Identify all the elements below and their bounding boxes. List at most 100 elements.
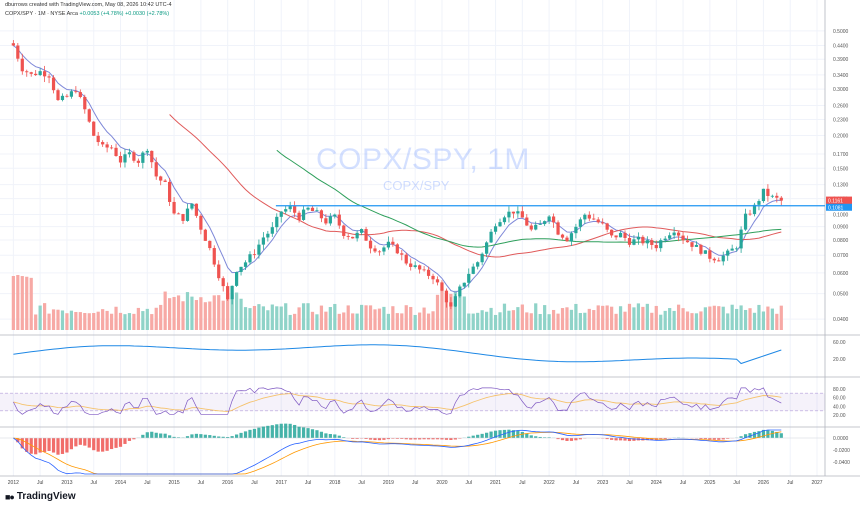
y-tick-label: 0.1000 xyxy=(833,213,849,219)
macd-histogram-bar xyxy=(288,423,292,438)
volume-bar xyxy=(315,314,319,330)
macd-histogram-bar xyxy=(627,438,632,442)
macd-histogram-bar xyxy=(507,429,511,438)
rsi-line xyxy=(13,387,782,415)
volume-bar xyxy=(440,289,444,330)
volume-bar xyxy=(592,310,596,330)
tradingview-logo[interactable]: ■● TradingView xyxy=(5,491,76,502)
macd-histogram-bar xyxy=(315,430,319,438)
macd-histogram-bar xyxy=(208,435,212,438)
candle-body xyxy=(560,234,565,238)
volume-bar xyxy=(449,293,453,330)
x-tick-label: 2027 xyxy=(811,480,822,486)
macd-tick-label: -0.0400 xyxy=(833,460,850,466)
macd-histogram-bar xyxy=(538,436,542,438)
macd-histogram-bar xyxy=(699,438,703,440)
candle-body xyxy=(194,203,199,216)
volume-bar xyxy=(16,274,20,330)
candle-body xyxy=(306,207,310,210)
x-tick-label: 2016 xyxy=(222,480,233,486)
volume-bar xyxy=(574,303,578,330)
grid-lines xyxy=(0,0,825,476)
macd-histogram-bar xyxy=(368,438,373,440)
macd-histogram-bar xyxy=(38,438,42,453)
price-axis[interactable]: 0.5000 0.4400 0.3900 0.3400 0.3000 0.2600 0.23… xyxy=(833,29,849,323)
candle-body xyxy=(342,225,346,236)
candle-body xyxy=(226,286,230,300)
candle-body xyxy=(386,241,390,248)
macd-histogram-bar xyxy=(310,429,315,438)
macd-histogram-bar xyxy=(739,436,743,438)
candle-body xyxy=(150,150,154,163)
candle-body xyxy=(636,236,641,240)
candle-body xyxy=(489,231,493,243)
y-tick-label: 0.0700 xyxy=(833,253,849,259)
candle-body xyxy=(47,76,51,78)
candle-body xyxy=(101,142,105,145)
volume-bar xyxy=(109,313,114,330)
macd-histogram-bar xyxy=(516,430,520,438)
volume-bar xyxy=(721,306,725,330)
y-tick-label: 0.1300 xyxy=(833,183,849,189)
candle-body xyxy=(243,262,248,267)
macd-histogram-bar xyxy=(105,438,109,451)
volume-bar xyxy=(217,295,221,330)
macd-histogram-bar xyxy=(529,435,533,438)
volume-bar xyxy=(355,313,359,330)
macd-histogram-bar xyxy=(708,438,712,440)
time-axis[interactable]: 2012 Jul 2013 Jul 2014 Jul 2015 Jul 2016 Jul 2017 J… xyxy=(8,480,823,486)
candle-body xyxy=(565,237,569,242)
volume-bar xyxy=(489,307,493,330)
change-2: +0.0030 (+2.78%) xyxy=(125,11,170,17)
candle-body xyxy=(471,266,475,274)
volume-bar xyxy=(654,305,658,330)
macd-histogram-bar xyxy=(391,438,395,439)
candle-body xyxy=(364,229,368,241)
candle-body xyxy=(641,236,645,244)
candle-body xyxy=(284,209,288,212)
y-tick-label: 0.2300 xyxy=(833,117,849,123)
volume-bar xyxy=(172,296,176,330)
macd-histogram-bar xyxy=(578,438,582,440)
candle-body xyxy=(34,73,38,76)
macd-histogram-bar xyxy=(25,438,29,452)
candlesticks[interactable] xyxy=(11,40,783,310)
macd-histogram-bar xyxy=(422,438,426,440)
symbol-info[interactable]: COPX/SPY · 1M · NYSE Arca xyxy=(5,11,78,17)
candle-body xyxy=(123,154,127,163)
x-tick-label: 2019 xyxy=(383,480,394,486)
candle-body xyxy=(319,210,324,219)
candle-body xyxy=(569,233,574,242)
candle-body xyxy=(663,238,667,241)
candle-body xyxy=(525,217,529,226)
macd-histogram-bar xyxy=(444,438,449,440)
x-tick-label: Jul xyxy=(680,480,686,486)
candle-body xyxy=(435,279,440,283)
volume-bar xyxy=(319,305,324,330)
volume-bar xyxy=(239,298,243,330)
volume-bar xyxy=(453,290,457,330)
x-tick-label: Jul xyxy=(519,480,525,486)
candle-body xyxy=(83,96,87,110)
volume-bar xyxy=(676,304,681,330)
macd-histogram-bar xyxy=(543,437,547,438)
macd-histogram-bar xyxy=(351,438,355,439)
candle-body xyxy=(601,222,605,224)
candle-body xyxy=(462,282,466,287)
macd-histogram-bar xyxy=(485,432,489,438)
macd-histogram-bar xyxy=(663,438,667,440)
macd-histogram-bar xyxy=(275,424,279,438)
candle-body xyxy=(440,282,444,291)
macd-histogram-bar xyxy=(395,438,399,439)
macd-histogram-bar xyxy=(261,426,265,438)
y-tick-label: 0.2600 xyxy=(833,104,849,110)
candle-body xyxy=(574,226,578,234)
volume-bar xyxy=(435,294,440,330)
macd-histogram-bar xyxy=(16,438,20,443)
x-tick-label: Jul xyxy=(144,480,150,486)
volume-bar xyxy=(257,304,261,330)
macd-histogram-bar xyxy=(440,438,444,440)
candle-body xyxy=(368,240,373,249)
volume-bar xyxy=(547,314,551,330)
